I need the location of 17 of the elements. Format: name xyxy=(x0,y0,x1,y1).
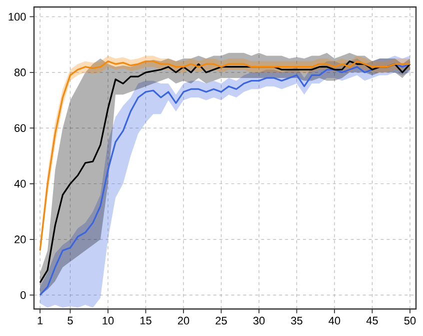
y-tick-label: 0 xyxy=(20,291,26,299)
x-tick-label: 20 xyxy=(178,316,190,325)
y-tick-label: 40 xyxy=(14,180,26,188)
y-tick-label: 80 xyxy=(14,68,26,76)
x-tick-label: 1 xyxy=(38,316,43,324)
x-tick-label: 30 xyxy=(253,316,265,325)
x-tick-label: 25 xyxy=(216,316,227,325)
y-tick-label: 100 xyxy=(8,12,26,21)
x-tick-label: 35 xyxy=(291,316,302,325)
y-tick-label: 60 xyxy=(14,124,26,132)
x-tick-label: 15 xyxy=(140,316,152,324)
x-tick-label: 45 xyxy=(366,316,378,324)
x-tick-label: 50 xyxy=(404,316,416,325)
x-tick-label: 10 xyxy=(102,316,114,325)
x-tick-label: 40 xyxy=(328,316,340,325)
x-tick-label: 5 xyxy=(68,316,73,324)
y-tick-label: 20 xyxy=(14,236,26,244)
